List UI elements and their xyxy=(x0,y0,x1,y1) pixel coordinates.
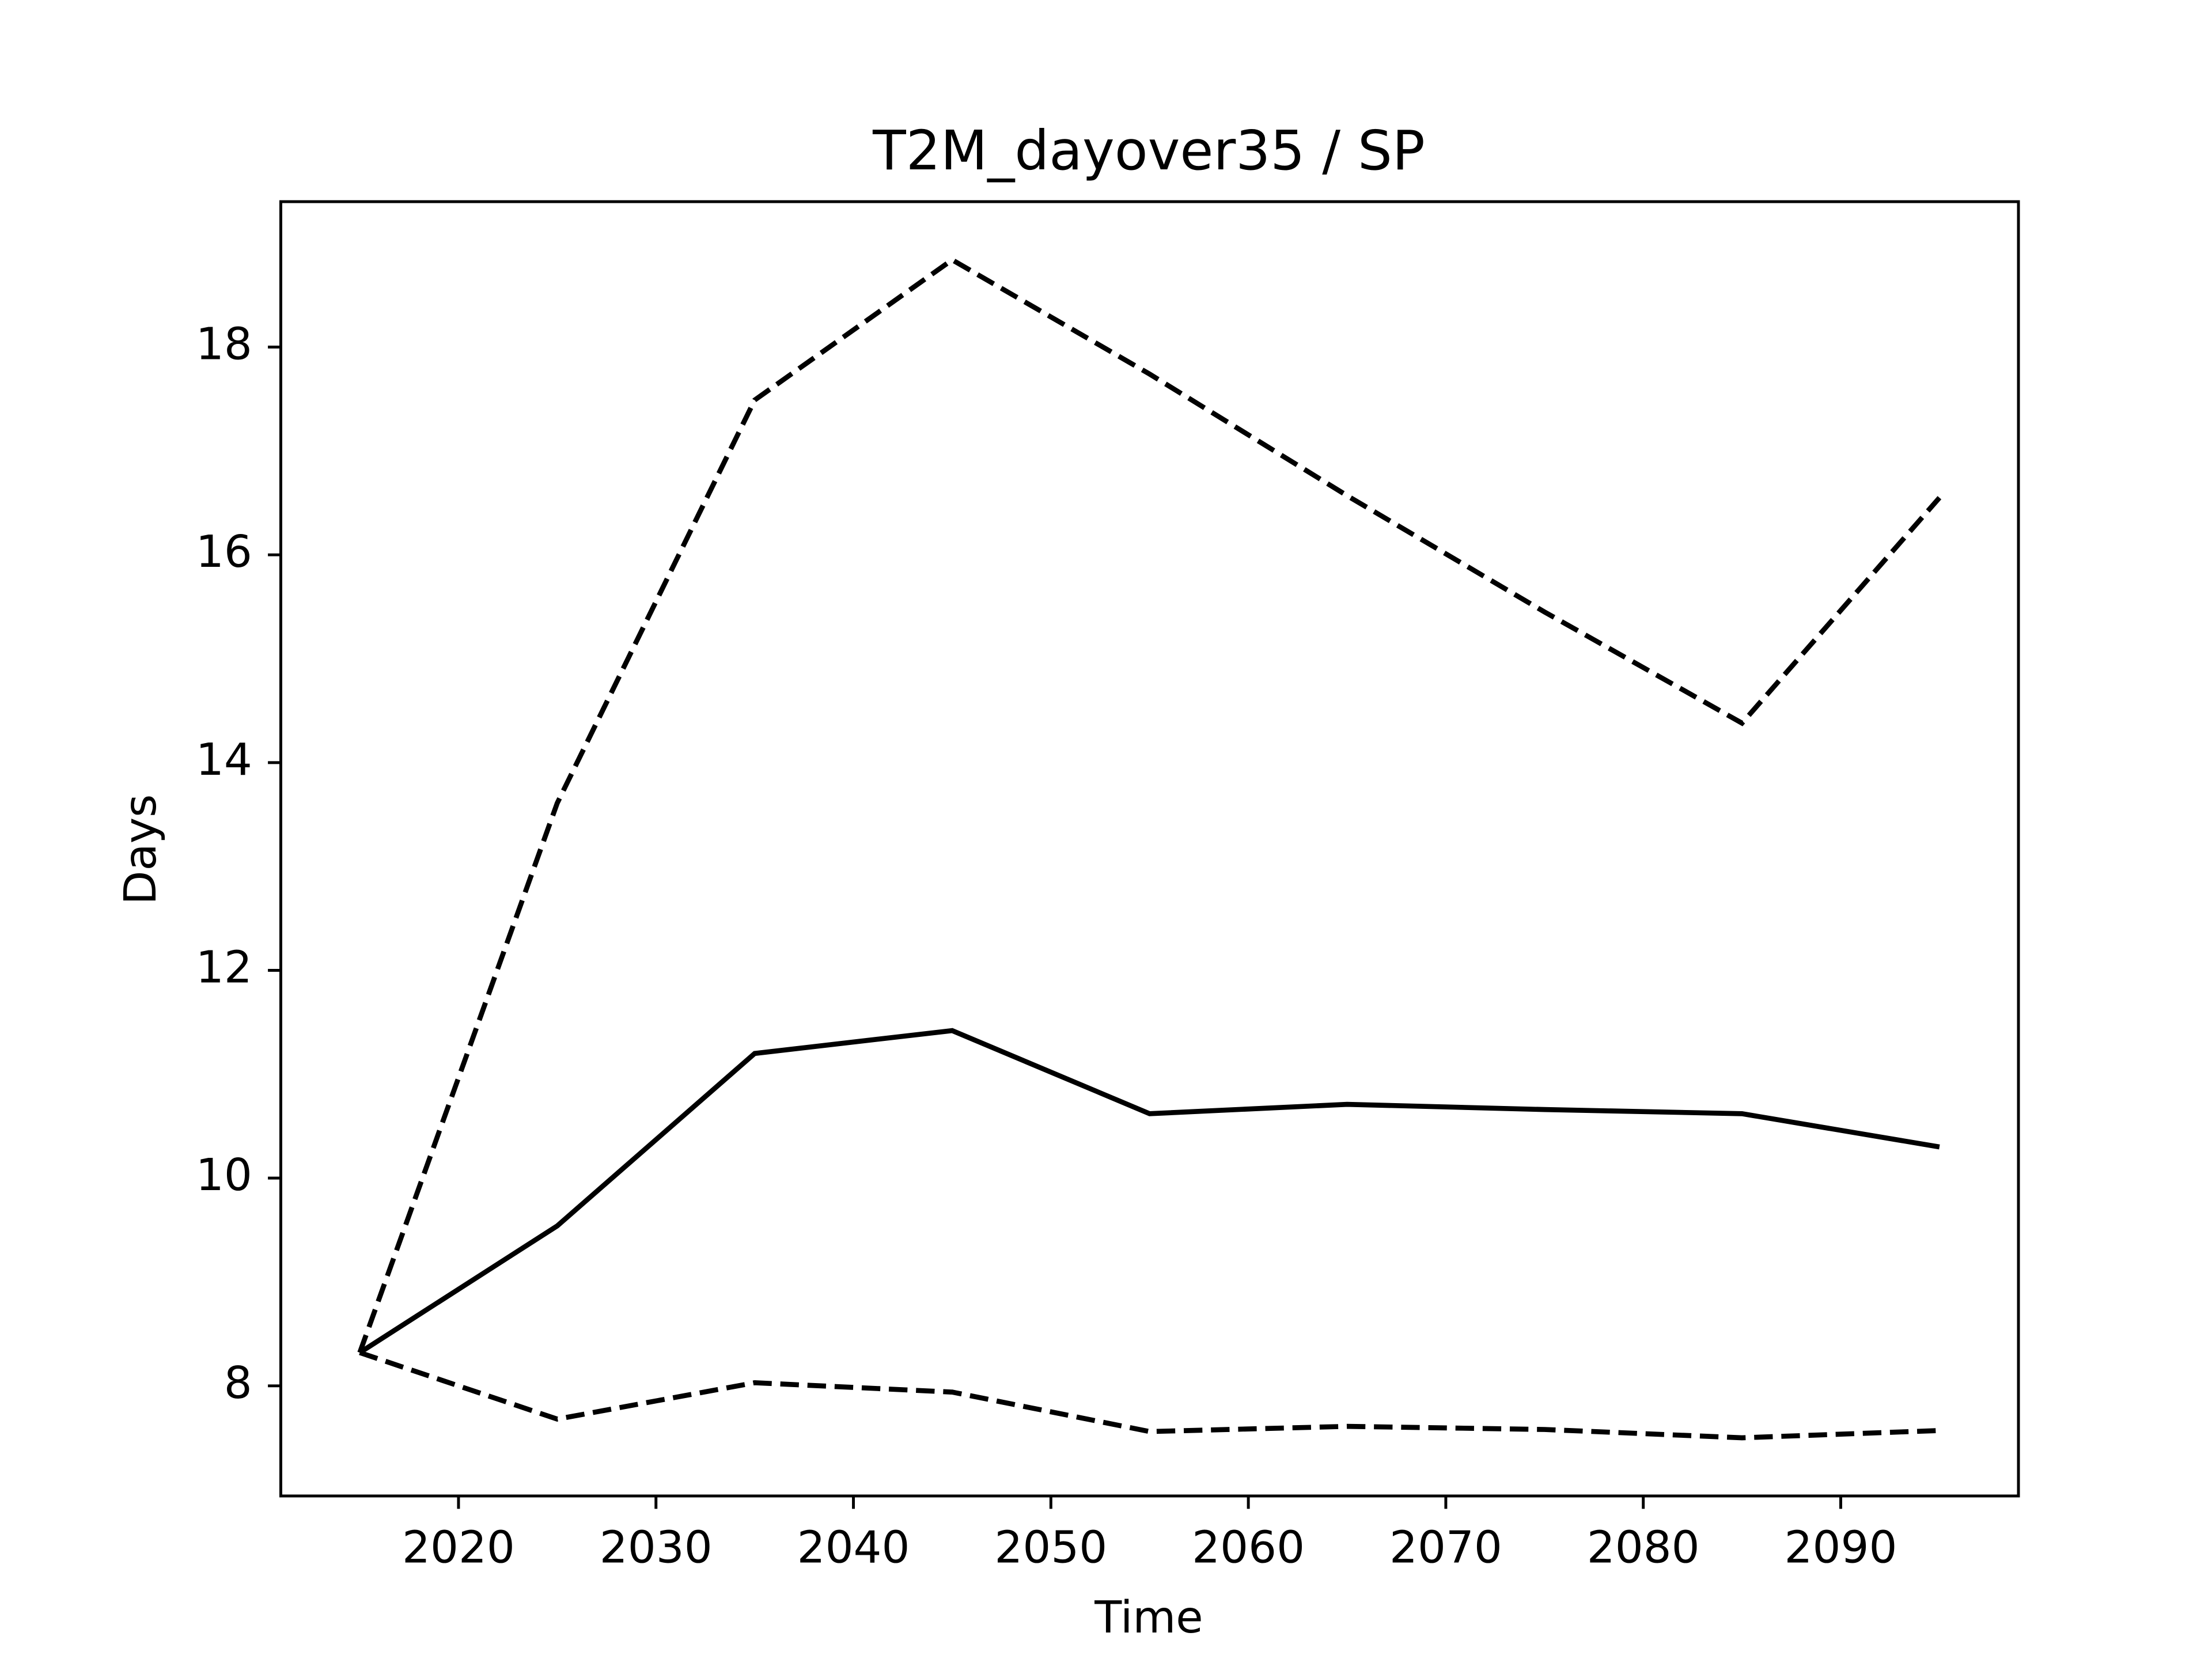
y-tick-label: 14 xyxy=(196,734,252,786)
x-tick-label: 2040 xyxy=(797,1522,910,1573)
x-axis-label: Time xyxy=(1094,1592,1203,1643)
x-tick-label: 2020 xyxy=(402,1522,515,1573)
x-tick-label: 2070 xyxy=(1389,1522,1502,1573)
x-tick-label: 2060 xyxy=(1192,1522,1305,1573)
y-tick-label: 8 xyxy=(224,1358,252,1409)
chart-title: T2M_dayover35 / SP xyxy=(872,119,1425,183)
y-tick-label: 18 xyxy=(196,319,252,370)
series-line xyxy=(358,1028,1940,1355)
x-tick-label: 2050 xyxy=(994,1522,1107,1573)
plot-frame xyxy=(279,200,2020,1498)
y-tick-label: 12 xyxy=(196,942,252,993)
y-tick-label: 10 xyxy=(196,1150,252,1201)
y-axis-label: Days xyxy=(115,794,166,905)
x-tick-label: 2080 xyxy=(1587,1522,1700,1573)
x-tick-label: 2030 xyxy=(600,1522,713,1573)
series-line xyxy=(359,1350,1940,1441)
series-line xyxy=(357,256,1942,1354)
x-tick-label: 2090 xyxy=(1785,1522,1897,1573)
y-tick-label: 16 xyxy=(196,527,252,578)
